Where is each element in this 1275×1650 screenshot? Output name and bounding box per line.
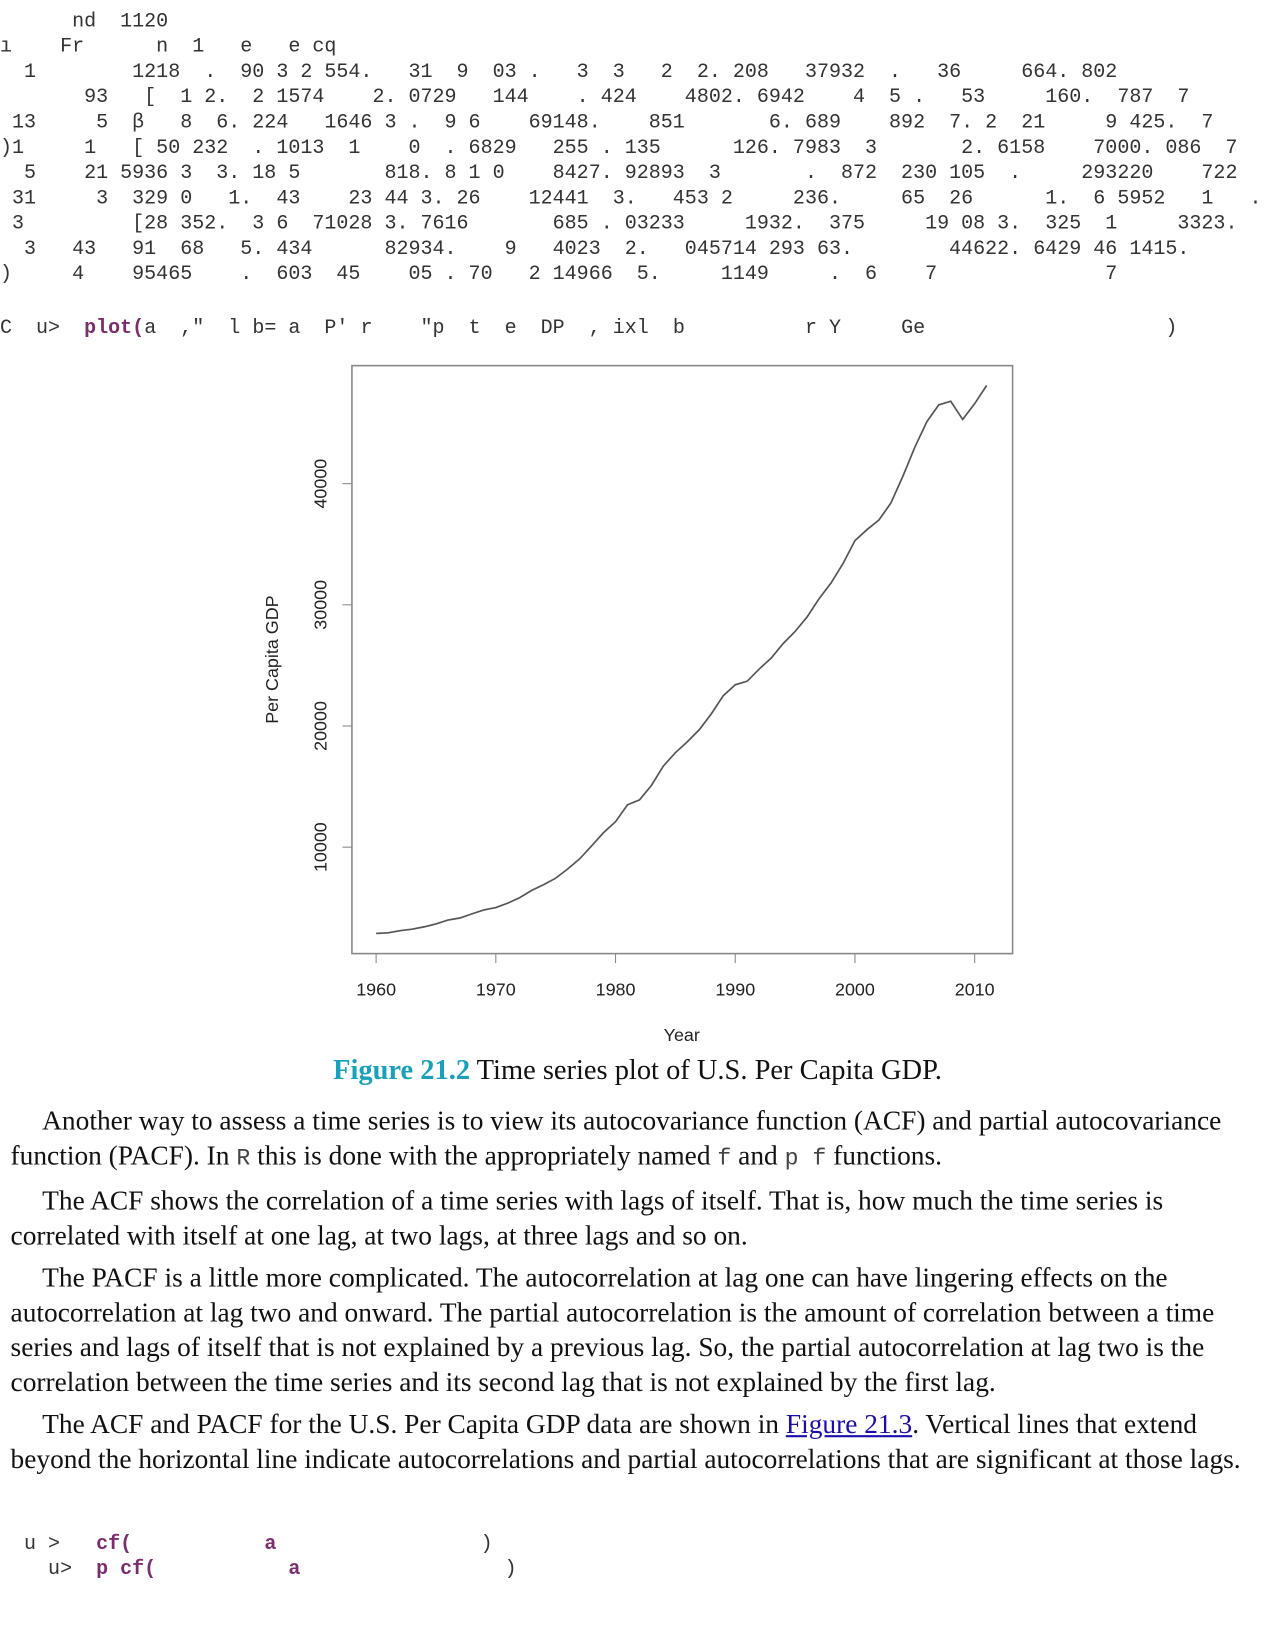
code-token: a ," l b= a P' r "p t e DP , ixl b r Y G… — [144, 316, 1178, 340]
text: The ACF and PACF for the U.S. Per Capita… — [42, 1408, 786, 1440]
code-line: 13 5 β 8 6. 224 1646 3 . 9 6 69148. 851 … — [0, 110, 1275, 134]
code-token: cf( — [96, 1532, 133, 1556]
code-line: ı Fr n 1 e e cq — [0, 34, 337, 58]
code-line: 31 3 329 0 1. 43 23 44 3. 26 12441 3. 45… — [12, 186, 1275, 210]
paragraph: The ACF and PACF for the U.S. Per Capita… — [11, 1407, 1270, 1477]
paragraph: Another way to assess a time series is t… — [11, 1103, 1270, 1176]
code-token: a — [288, 1557, 301, 1581]
code-line: 3 [28 352. 3 6 71028 3. 7616 685 . 03233… — [0, 211, 1238, 235]
x-tick-label: 1960 — [356, 980, 396, 1000]
data-line — [376, 385, 988, 935]
y-tick-label: 40000 — [311, 459, 331, 509]
code-line: 93 [ 1 2. 2 1574 2. 0729 144 . 424 4802.… — [0, 85, 1275, 109]
paragraph: The PACF is a little more complicated. T… — [11, 1260, 1270, 1399]
inline-code: f — [717, 1145, 732, 1172]
body-text: Another way to assess a time series is t… — [11, 1103, 1270, 1483]
code-token: a — [264, 1532, 277, 1556]
y-tick-label: 20000 — [311, 701, 331, 751]
caption-text: Time series plot of U.S. Per Capita GDP. — [470, 1053, 942, 1086]
code-token: ) — [300, 1557, 517, 1581]
paragraph: The ACF shows the correlation of a time … — [11, 1183, 1270, 1253]
figure-caption: Figure 21.2 Time series plot of U.S. Per… — [0, 1054, 1275, 1087]
y-tick-label: 10000 — [311, 822, 331, 872]
x-tick-label: 1980 — [596, 980, 636, 1000]
x-tick-label: 1990 — [715, 980, 755, 1000]
text: The PACF is a little more complicated. T… — [10, 1262, 1215, 1398]
y-tick-label: 30000 — [311, 580, 331, 630]
code-line: u > cf( a ) — [0, 1531, 517, 1556]
text: and — [731, 1140, 785, 1171]
link[interactable]: Figure 21.3 — [785, 1408, 913, 1440]
plot-frame — [351, 364, 1014, 955]
code-token: u> — [0, 1557, 97, 1581]
text: this is done with the appropriately name… — [250, 1140, 718, 1171]
code-line: ) 4 95465 . 603 45 05 . 70 2 14966 5. 11… — [0, 262, 1118, 286]
code-line: u> p cf( a ) — [0, 1556, 517, 1581]
y-axis-label: Per Capita GDP — [262, 595, 282, 723]
code-token: C u> — [0, 316, 85, 340]
code-output: nd 1120 ı Fr n 1 e e cq 1 1218 . 90 3 2 5… — [0, 8, 1275, 286]
code-line: )1 1 [ 50 232 . 1013 1 0 . 6829 255 . 13… — [0, 135, 1238, 160]
code-line: 3 43 91 68 5. 434 82934. 9 4023 2. 04571… — [0, 237, 1190, 261]
code-token — [156, 1557, 288, 1580]
text: Another way to assess a time series is t… — [10, 1105, 1222, 1171]
code-block: u > cf( a ) u> p cf( a ) — [0, 1531, 517, 1582]
code-token: p cf( — [96, 1557, 157, 1581]
text: . Vertical lines that extend beyond the … — [10, 1408, 1241, 1475]
code-line: nd 1120 — [0, 9, 169, 33]
text: functions. — [826, 1140, 942, 1171]
x-tick-label: 2010 — [955, 980, 995, 1000]
code-token — [132, 1532, 264, 1555]
code-line: C u> plot(a ," l b= a P' r "p t e DP , i… — [0, 315, 1177, 340]
x-axis-label: Year — [664, 1025, 700, 1045]
code-line: 1 1218 . 90 3 2 554. 31 9 03 . 3 3 2 2. … — [0, 60, 1118, 84]
code-token: ) — [276, 1532, 493, 1556]
x-tick-label: 1970 — [476, 980, 516, 1000]
x-tick-label: 2000 — [835, 980, 875, 1000]
caption-label: Figure 21.2 — [333, 1053, 471, 1086]
text: The ACF shows the correlation of a time … — [10, 1185, 1164, 1251]
code-line: 5 21 5936 3 3. 18 5 818. 8 1 0 8427. 928… — [24, 161, 1238, 185]
inline-code: R — [236, 1145, 251, 1172]
code-token: plot( — [84, 316, 145, 340]
code-token: u > — [0, 1532, 97, 1556]
chart: Year Per Capita GDP 1960 1970 1980 1990 2000… — [262, 364, 1014, 1045]
inline-code: p f — [784, 1145, 827, 1172]
